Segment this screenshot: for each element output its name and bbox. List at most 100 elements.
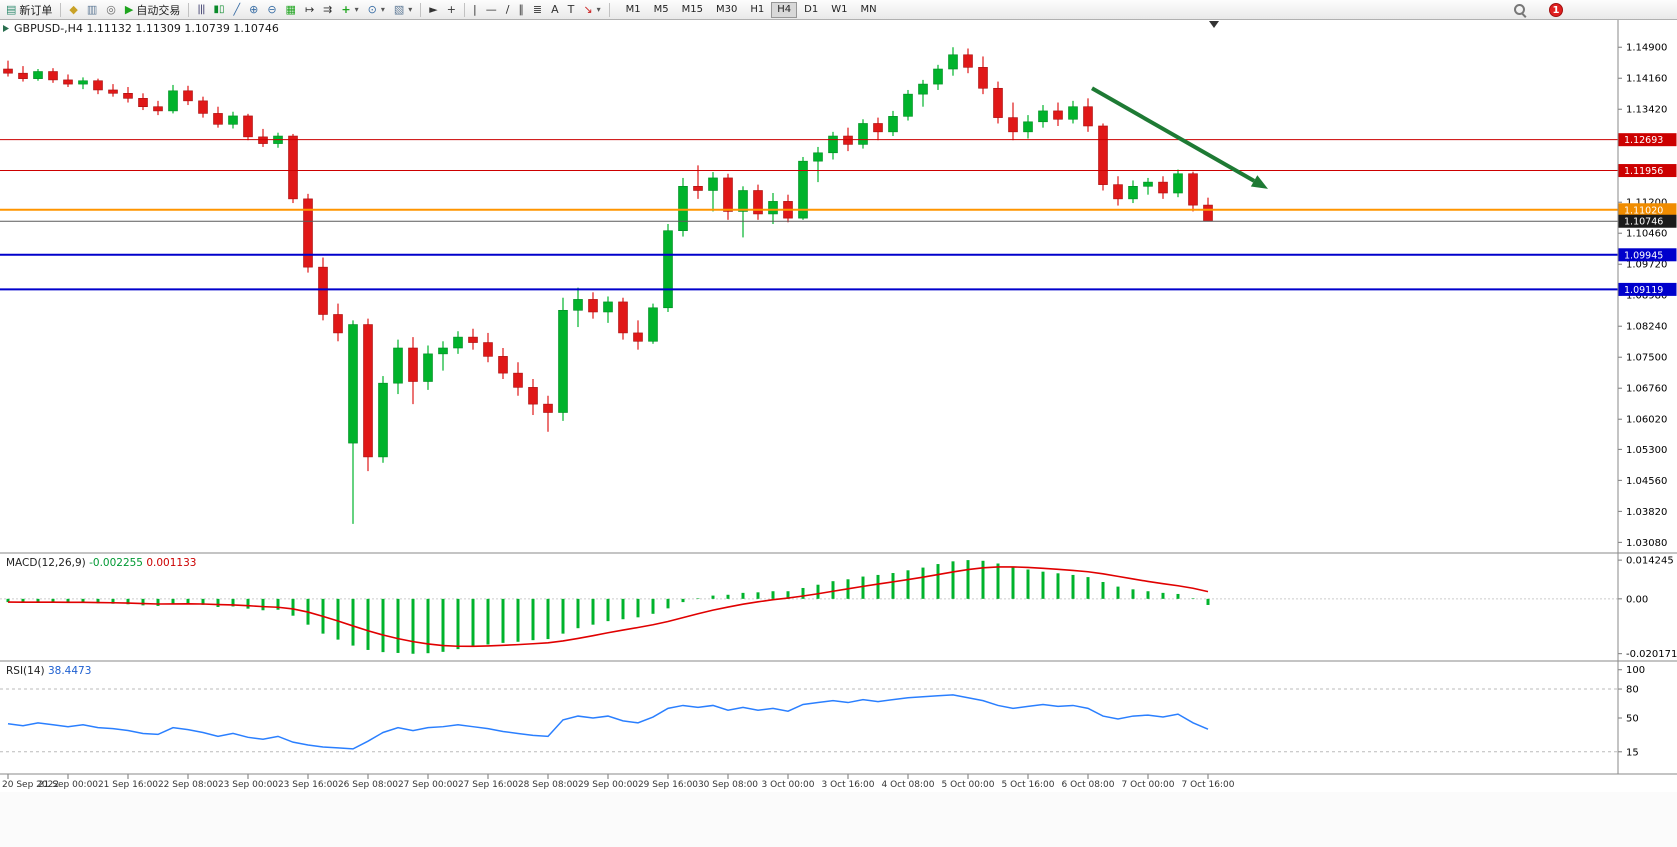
channel-button[interactable]: ∥ — [514, 1, 528, 18]
svg-text:1.11020: 1.11020 — [1624, 205, 1663, 216]
indicators-icon: + — [341, 3, 351, 16]
svg-text:23 Sep 16:00: 23 Sep 16:00 — [278, 780, 338, 790]
candlestick-series — [3, 47, 1213, 524]
timeframe-m5-button[interactable]: M5 — [648, 2, 675, 18]
new-order-label: 新订单 — [19, 3, 53, 17]
svg-text:1.03080: 1.03080 — [1626, 538, 1667, 549]
notification-badge[interactable]: 1 — [1549, 3, 1563, 17]
horizontal-line-icon: — — [485, 3, 497, 16]
text-label-icon: T — [567, 3, 575, 16]
cursor-button[interactable]: ► — [425, 1, 441, 18]
zoom-in-button[interactable]: ⊕ — [245, 1, 262, 18]
svg-text:3 Oct 00:00: 3 Oct 00:00 — [762, 780, 815, 790]
toolbar: ▤ 新订单 ◆ ▥ ◎ ▶ 自动交易 ||| ▮▯ ╱ ⊕ ⊖ ▦ ↦ ⇉ + … — [0, 0, 1677, 20]
svg-text:1.07500: 1.07500 — [1626, 353, 1667, 364]
line-chart-icon: ╱ — [233, 3, 241, 16]
crosshair-button[interactable]: + — [443, 1, 460, 18]
svg-text:GBPUSD-,H4 1.11132 1.11309 1.: GBPUSD-,H4 1.11132 1.11309 1.10739 1.107… — [14, 22, 279, 35]
tile-windows-icon: ▦ — [285, 3, 296, 16]
price-tag: 1.11020 — [1618, 203, 1677, 217]
trendline-button[interactable]: / — [502, 1, 514, 18]
timeframe-mn-button[interactable]: MN — [854, 2, 882, 18]
svg-text:1.08240: 1.08240 — [1626, 322, 1667, 333]
svg-text:21 Sep 16:00: 21 Sep 16:00 — [98, 780, 158, 790]
auto-trading-button[interactable]: ▶ 自动交易 — [121, 1, 184, 18]
vertical-line-button[interactable]: | — [469, 1, 481, 18]
zoom-in-icon: ⊕ — [249, 3, 259, 16]
price-tag: 1.11956 — [1618, 164, 1677, 178]
templates-button[interactable]: ▧ ▾ — [390, 1, 416, 18]
market-watch-icon: ◆ — [69, 3, 78, 16]
macd-panel: MACD(12,26,9) -0.002255 0.001133 — [0, 557, 1618, 654]
price-axis[interactable]: 1.149001.141601.134201.126801.119401.112… — [1618, 43, 1677, 759]
svg-text:29 Sep 16:00: 29 Sep 16:00 — [638, 780, 698, 790]
rsi-label: RSI(14) 38.4473 — [6, 665, 91, 677]
arrows-button[interactable]: ↘ ▾ — [579, 1, 604, 18]
timeframe-m1-button[interactable]: M1 — [620, 2, 647, 18]
trend-arrow[interactable] — [1091, 86, 1268, 189]
macd-histogram — [6, 560, 1210, 654]
cursor-icon: ► — [429, 3, 438, 16]
svg-text:1.03820: 1.03820 — [1626, 507, 1667, 518]
chart-window: GBPUSD-,H4 1.11132 1.11309 1.10739 1.107… — [0, 20, 1677, 792]
text-button[interactable]: A — [547, 1, 563, 18]
price-chart[interactable]: GBPUSD-,H4 1.11132 1.11309 1.10739 1.107… — [0, 20, 1677, 792]
svg-text:0.014245: 0.014245 — [1626, 556, 1674, 567]
svg-text:1.11956: 1.11956 — [1624, 166, 1663, 177]
toolbar-separator — [463, 2, 465, 17]
chevron-down-icon: ▾ — [408, 5, 413, 14]
crosshair-icon: + — [446, 3, 456, 16]
indicators-button[interactable]: + ▾ — [337, 1, 362, 18]
svg-text:7 Oct 16:00: 7 Oct 16:00 — [1182, 780, 1235, 790]
svg-text:1.09119: 1.09119 — [1624, 285, 1663, 296]
timeframe-m30-button[interactable]: M30 — [710, 2, 743, 18]
auto-scroll-button[interactable]: ↦ — [301, 1, 318, 18]
text-label-button[interactable]: T — [564, 1, 579, 18]
zoom-out-button[interactable]: ⊖ — [263, 1, 280, 18]
svg-text:6 Oct 08:00: 6 Oct 08:00 — [1062, 780, 1115, 790]
search-icon[interactable] — [1514, 4, 1527, 17]
expert-advisors-icon: ◎ — [106, 3, 116, 16]
candlestick-chart-button[interactable]: ▮▯ — [209, 1, 228, 18]
chart-shift-marker[interactable] — [1209, 21, 1219, 28]
tile-windows-button[interactable]: ▦ — [282, 1, 300, 18]
svg-text:1.09945: 1.09945 — [1624, 250, 1663, 261]
svg-text:1.09720: 1.09720 — [1626, 260, 1667, 271]
svg-text:20 Sep 2022: 20 Sep 2022 — [2, 780, 59, 790]
market-watch-button[interactable]: ◆ — [65, 1, 81, 18]
auto-trading-label: 自动交易 — [136, 3, 181, 17]
line-chart-button[interactable]: ╱ — [229, 1, 244, 18]
new-order-button[interactable]: ▤ 新订单 — [2, 1, 56, 18]
price-tag: 1.12693 — [1618, 133, 1677, 147]
timeframe-h1-button[interactable]: H1 — [744, 2, 770, 18]
fibonacci-button[interactable]: ≣ — [529, 1, 546, 18]
svg-text:1.14900: 1.14900 — [1626, 43, 1667, 54]
bar-chart-button[interactable]: ||| — [193, 1, 208, 18]
chevron-down-icon: ▾ — [380, 5, 385, 14]
trendline-icon: / — [505, 3, 510, 16]
workspace-empty — [0, 792, 1677, 847]
timeframe-group: M1 M5 M15 M30 H1 H4 D1 W1 MN — [620, 1, 883, 18]
timeframe-m15-button[interactable]: M15 — [676, 2, 709, 18]
timeframe-h4-button[interactable]: H4 — [771, 1, 798, 18]
svg-text:1.12693: 1.12693 — [1624, 135, 1663, 146]
arrows-icon: ↘ — [583, 3, 593, 16]
svg-text:1.10460: 1.10460 — [1626, 229, 1667, 240]
data-window-button[interactable]: ▥ — [83, 1, 101, 18]
new-order-icon: ▤ — [6, 3, 17, 16]
price-tag: 1.09945 — [1618, 248, 1677, 262]
periods-button[interactable]: ⊙ ▾ — [364, 1, 389, 18]
chart-shift-button[interactable]: ⇉ — [319, 1, 336, 18]
bar-chart-icon: ||| — [197, 3, 205, 15]
expert-advisors-button[interactable]: ◎ — [102, 1, 120, 18]
fibonacci-icon: ≣ — [532, 3, 543, 16]
rsi-line — [7, 694, 1209, 750]
svg-text:5 Oct 00:00: 5 Oct 00:00 — [942, 780, 995, 790]
svg-text:22 Sep 08:00: 22 Sep 08:00 — [158, 780, 218, 790]
timeframe-d1-button[interactable]: D1 — [798, 2, 824, 18]
svg-text:27 Sep 16:00: 27 Sep 16:00 — [458, 780, 518, 790]
symbol-marker-icon — [3, 25, 9, 32]
timeframe-w1-button[interactable]: W1 — [825, 2, 853, 18]
horizontal-line-button[interactable]: — — [482, 1, 501, 18]
